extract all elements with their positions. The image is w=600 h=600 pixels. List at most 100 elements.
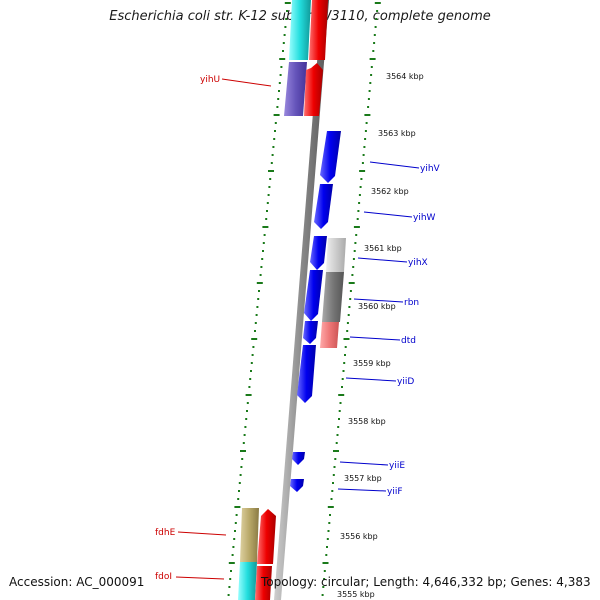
scale-tick bbox=[353, 226, 360, 228]
reverse-gene-yiiE bbox=[292, 452, 305, 465]
cog-block-pink bbox=[320, 322, 339, 348]
scale-tick bbox=[328, 522, 331, 524]
scale-tick bbox=[274, 122, 277, 124]
scale-tick bbox=[325, 554, 328, 556]
reverse-gene-yihX bbox=[310, 236, 327, 270]
scale-tick bbox=[277, 98, 280, 100]
scale-tick bbox=[243, 434, 246, 436]
scale-label: 3564 kbp bbox=[386, 72, 424, 81]
scale-tick bbox=[248, 386, 251, 388]
outer-tick-ring bbox=[227, 2, 291, 596]
scale-tick bbox=[261, 258, 264, 260]
scale-tick bbox=[374, 26, 377, 28]
scale-tick bbox=[339, 402, 342, 404]
forward-gene-fdhE bbox=[257, 509, 276, 564]
scale-tick bbox=[228, 562, 235, 564]
gene-label-yiiD[interactable]: yiiD bbox=[397, 377, 414, 387]
gene-label-yihX[interactable]: yihX bbox=[408, 258, 428, 268]
gene-label-yiiF[interactable]: yiiF bbox=[387, 487, 403, 497]
scale-tick bbox=[230, 570, 232, 572]
scale-tick bbox=[376, 10, 379, 12]
gene-label-line bbox=[369, 161, 420, 169]
scale-tick bbox=[329, 514, 331, 516]
scale-tick bbox=[254, 330, 256, 332]
scale-tick bbox=[355, 234, 358, 236]
gene-label-fdhE[interactable]: fdhE bbox=[155, 528, 176, 538]
gene-label-fdoI[interactable]: fdoI bbox=[155, 572, 172, 582]
scale-tick bbox=[233, 538, 236, 540]
scale-tick bbox=[365, 122, 368, 124]
cog-block-cyan-top bbox=[289, 0, 311, 60]
scale-tick bbox=[374, 2, 381, 4]
scale-tick bbox=[344, 346, 347, 348]
gene-label-line bbox=[175, 576, 225, 580]
gene-label-line bbox=[349, 336, 401, 341]
scale-label: 3555 kbp bbox=[337, 590, 375, 599]
scale-tick bbox=[229, 578, 232, 580]
scale-tick bbox=[341, 386, 343, 388]
gene-label-line bbox=[339, 461, 389, 466]
scale-tick bbox=[262, 242, 265, 244]
scale-tick bbox=[242, 442, 245, 444]
scale-tick bbox=[322, 586, 325, 588]
scale-label: 3557 kbp bbox=[344, 474, 382, 483]
reverse-gene-dtd bbox=[303, 321, 318, 344]
scale-tick bbox=[336, 434, 339, 436]
scale-tick bbox=[268, 170, 274, 172]
scale-tick bbox=[337, 426, 340, 428]
reverse-gene-yiiD bbox=[297, 345, 316, 403]
scale-tick bbox=[327, 530, 330, 532]
scale-tick bbox=[279, 74, 282, 76]
scale-tick bbox=[284, 26, 287, 28]
cog-block-olive-fdhE bbox=[240, 508, 259, 562]
scale-tick bbox=[249, 378, 252, 380]
scale-tick bbox=[332, 482, 334, 484]
cog-block-lightgray bbox=[326, 238, 346, 272]
scale-tick bbox=[232, 546, 235, 548]
scale-tick bbox=[326, 538, 329, 540]
gene-label-dtd[interactable]: dtd bbox=[401, 336, 416, 346]
gene-label-line bbox=[363, 211, 413, 218]
scale-tick bbox=[370, 74, 373, 76]
gene-label-yihU[interactable]: yihU bbox=[200, 75, 220, 85]
scale-tick bbox=[361, 162, 364, 164]
gene-label-yihW[interactable]: yihW bbox=[413, 213, 436, 223]
gene-label-rbn[interactable]: rbn bbox=[404, 298, 419, 308]
scale-tick bbox=[285, 18, 288, 20]
scale-labels: 3564 kbp 3563 kbp 3562 kbp 3561 kbp 3560… bbox=[337, 72, 424, 599]
scale-tick bbox=[335, 442, 338, 444]
scale-tick bbox=[250, 370, 252, 372]
scale-tick bbox=[273, 138, 276, 140]
forward-gene-top bbox=[309, 0, 328, 60]
scale-tick bbox=[267, 194, 270, 196]
scale-tick bbox=[282, 42, 285, 44]
scale-tick bbox=[273, 114, 280, 116]
gene-label-yihV[interactable]: yihV bbox=[420, 164, 441, 174]
scale-tick bbox=[375, 18, 378, 20]
scale-tick bbox=[326, 546, 328, 548]
scale-tick bbox=[245, 394, 252, 396]
reverse-gene-yihV bbox=[320, 131, 341, 183]
scale-tick bbox=[359, 186, 362, 188]
scale-tick bbox=[251, 354, 254, 356]
scale-tick bbox=[268, 186, 271, 188]
scale-tick bbox=[323, 578, 326, 580]
gene-label-yiiE[interactable]: yiiE bbox=[389, 461, 405, 471]
scale-tick bbox=[259, 274, 262, 276]
scale-tick bbox=[239, 474, 242, 476]
scale-tick bbox=[279, 58, 286, 60]
scale-tick bbox=[364, 114, 371, 116]
cog-block-gray bbox=[322, 272, 344, 322]
scale-tick bbox=[322, 562, 329, 564]
scale-tick bbox=[367, 98, 370, 100]
scale-tick bbox=[258, 290, 260, 292]
scale-tick bbox=[257, 298, 260, 300]
scale-tick bbox=[352, 266, 355, 268]
scale-tick bbox=[238, 490, 240, 492]
scale-tick bbox=[373, 42, 376, 44]
scale-tick bbox=[260, 266, 263, 268]
scale-tick bbox=[357, 210, 360, 212]
scale-tick bbox=[284, 2, 291, 4]
scale-tick bbox=[349, 290, 352, 292]
